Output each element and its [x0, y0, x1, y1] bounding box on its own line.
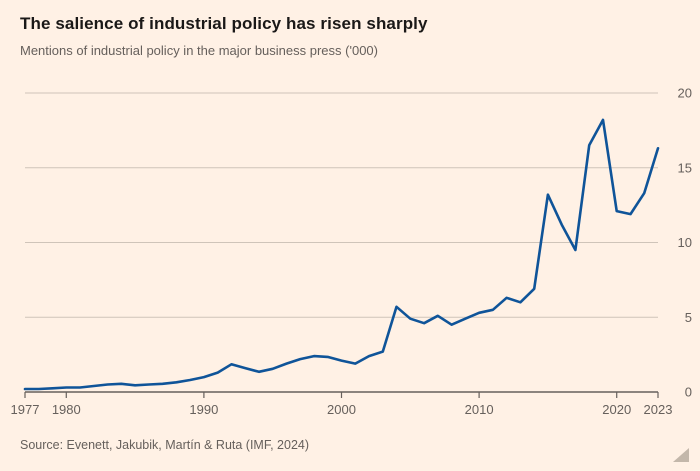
y-tick-label: 0 — [685, 385, 692, 400]
x-tick-label: 2023 — [644, 402, 673, 417]
y-tick-label: 10 — [678, 235, 692, 250]
x-tick-label: 2020 — [602, 402, 631, 417]
chart-svg: 0 5 10 15 20 1977 1980 1990 2000 2010 2020 2023 — [11, 86, 692, 418]
data-line — [23, 118, 660, 391]
chart-title: The salience of industrial policy has ri… — [20, 14, 428, 33]
source-note: Source: Evenett, Jakubik, Martín & Ruta … — [20, 438, 310, 452]
chart-subtitle: Mentions of industrial policy in the maj… — [20, 43, 378, 58]
x-tick-label: 2010 — [465, 402, 494, 417]
y-tick-label: 5 — [685, 310, 692, 325]
y-tick-label: 15 — [678, 160, 692, 175]
ft-wedge-icon — [673, 448, 689, 462]
x-tick-label: 2000 — [327, 402, 356, 417]
x-tick-label: 1977 — [11, 402, 40, 417]
x-tick-label: 1980 — [52, 402, 81, 417]
chart-header: The salience of industrial policy has ri… — [0, 0, 700, 58]
chart-area: 0 5 10 15 20 1977 1980 1990 2000 2010 2020 2023 — [0, 70, 700, 422]
y-tick-label: 20 — [678, 86, 692, 101]
x-tick-label: 1990 — [189, 402, 218, 417]
